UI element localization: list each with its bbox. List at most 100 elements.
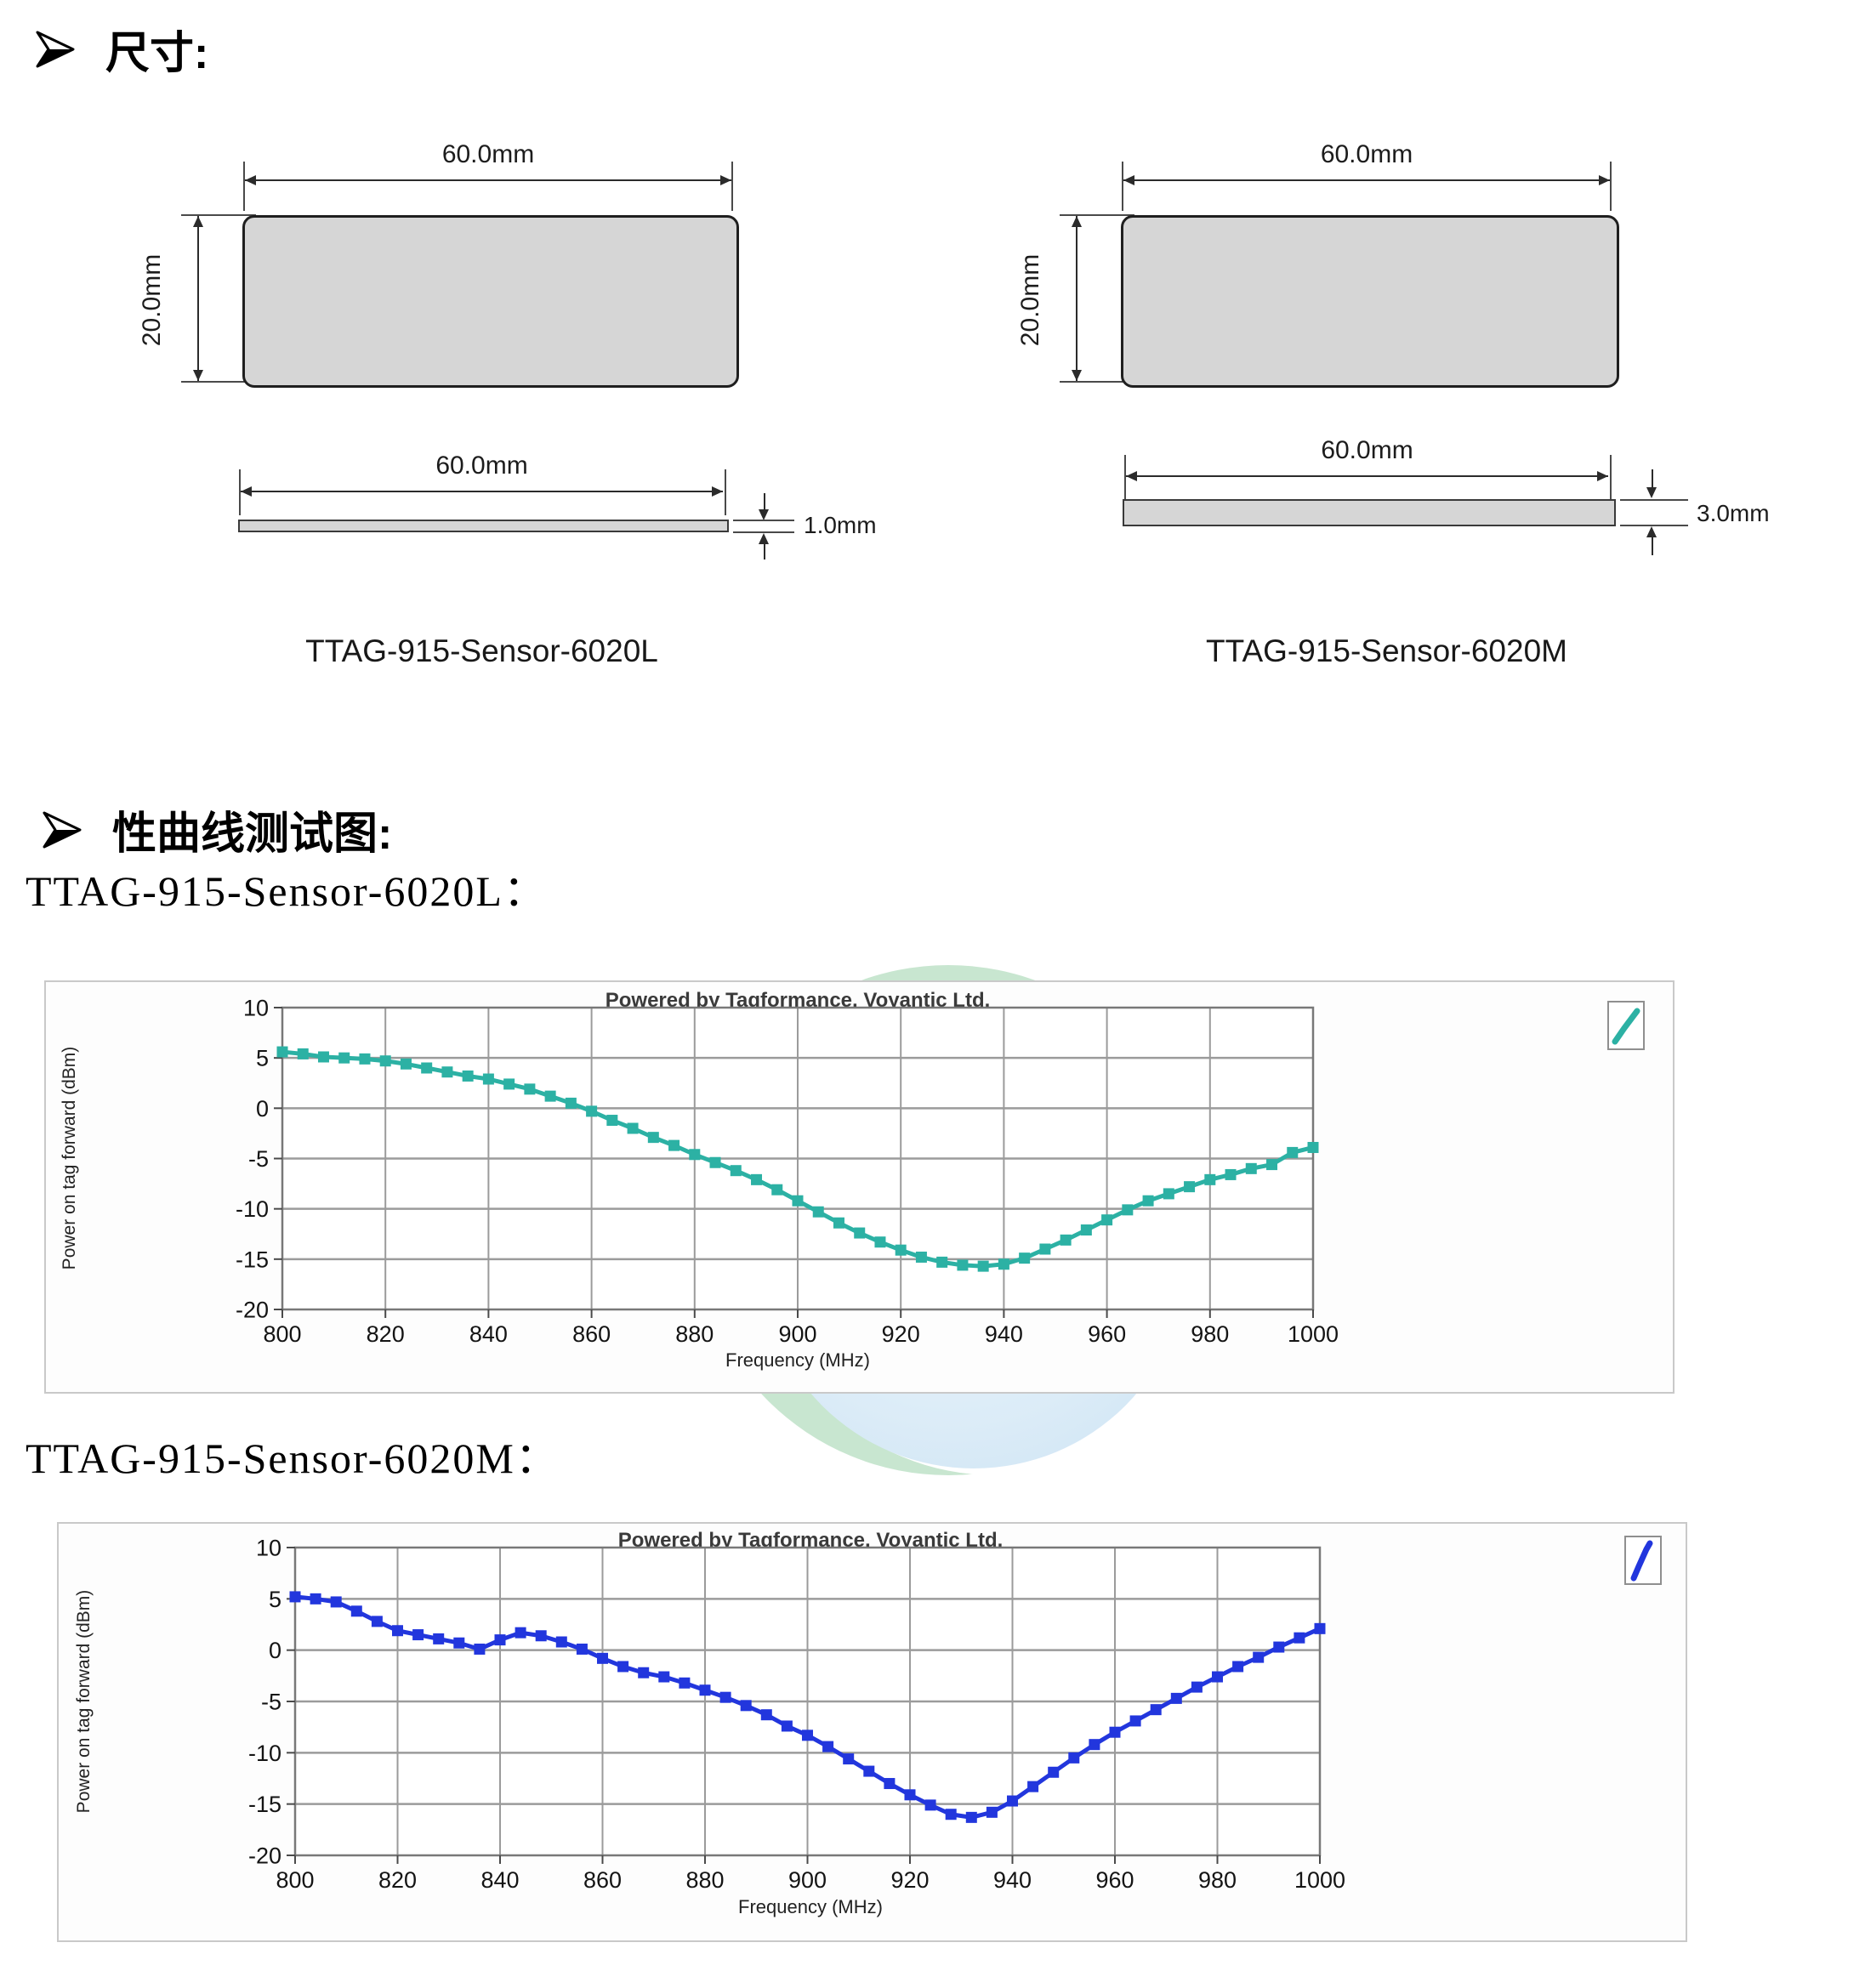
- dim-tick: [1124, 455, 1126, 501]
- arrow-right-icon: [712, 486, 723, 497]
- svg-text:880: 880: [685, 1867, 724, 1893]
- chart-panel-6020M: Powered by Tagformance, Voyantic Ltd. Po…: [57, 1522, 1687, 1942]
- svg-text:920: 920: [882, 1321, 920, 1347]
- arrow-left-icon: [241, 486, 252, 497]
- legend-icon: [1624, 1536, 1662, 1585]
- height-dimension: [1076, 216, 1077, 381]
- thickness-label: 3.0mm: [1697, 500, 1770, 526]
- arrow-down-icon: [759, 509, 769, 520]
- height-dimension: [197, 216, 199, 381]
- svg-text:-10: -10: [236, 1196, 269, 1222]
- svg-text:-20: -20: [236, 1297, 269, 1322]
- height-label: 20.0mm: [138, 253, 166, 347]
- tag-side-view: [238, 520, 729, 532]
- svg-text:5: 5: [269, 1587, 281, 1612]
- svg-text:900: 900: [778, 1321, 816, 1347]
- dim-tick: [731, 162, 733, 211]
- arrow-down-icon: [1072, 370, 1082, 381]
- arrow-up-icon: [1072, 216, 1082, 227]
- dim-tick: [1620, 525, 1688, 526]
- svg-text:960: 960: [1088, 1321, 1126, 1347]
- svg-text:1000: 1000: [1288, 1321, 1339, 1347]
- x-axis-title: Frequency (MHz): [725, 1349, 870, 1371]
- chart-plot-6020M: 800 820 840 860 880 900 920 940 960 980 1000 10 5 0 -5…: [248, 1535, 1345, 1893]
- svg-text:-5: -5: [248, 1146, 269, 1172]
- side-width-dimension: [241, 491, 723, 492]
- dim-tick: [733, 531, 794, 533]
- x-axis-title: Frequency (MHz): [738, 1896, 883, 1917]
- thickness-dimension: [1652, 537, 1653, 555]
- section-title: 性曲线测试图:: [112, 809, 393, 859]
- tag-side-view: [1123, 499, 1616, 526]
- width-label: 60.0mm: [1320, 140, 1413, 168]
- dim-tick: [1620, 499, 1688, 501]
- top-width-dimension: [1123, 179, 1610, 181]
- svg-text:-5: -5: [261, 1689, 281, 1714]
- dim-tick: [1060, 381, 1134, 383]
- thickness-dimension: [764, 542, 765, 559]
- legend-icon: [1607, 1001, 1645, 1050]
- thickness-dimension: [764, 493, 765, 510]
- svg-text:800: 800: [263, 1321, 301, 1347]
- chart-panel-6020L: Powered by Tagformance, Voyantic Ltd. Po…: [44, 980, 1675, 1394]
- svg-text:1000: 1000: [1294, 1867, 1345, 1893]
- svg-text:10: 10: [256, 1535, 281, 1560]
- arrow-left-icon: [245, 175, 256, 185]
- arrow-up-icon: [1646, 526, 1657, 537]
- arrow-left-icon: [1123, 175, 1134, 185]
- svg-text:-15: -15: [248, 1792, 281, 1817]
- dim-tick: [243, 162, 245, 211]
- legend-curve-glyph: [1630, 1540, 1653, 1582]
- svg-text:860: 860: [572, 1321, 611, 1347]
- dim-tick: [1610, 455, 1612, 501]
- side-width-label: 60.0mm: [1321, 436, 1413, 464]
- svg-text:10: 10: [243, 995, 269, 1020]
- svg-text:980: 980: [1198, 1867, 1237, 1893]
- svg-text:860: 860: [583, 1867, 622, 1893]
- arrow-bullet-icon: [43, 811, 82, 848]
- dim-tick: [1610, 162, 1612, 211]
- arrow-down-icon: [193, 370, 203, 381]
- svg-text:-15: -15: [236, 1247, 269, 1272]
- chart-plot-6020L: 800 820 840 860 880 900 920 940 960 980 1000 10 5 0 -5…: [236, 995, 1339, 1347]
- tag-top-view: [1121, 215, 1619, 388]
- width-label: 60.0mm: [441, 140, 535, 168]
- dim-tick: [1122, 162, 1123, 211]
- thickness-label: 1.0mm: [804, 512, 877, 538]
- arrow-left-icon: [1126, 471, 1137, 481]
- arrow-right-icon: [720, 175, 731, 185]
- diagram-caption: TTAG-915-Sensor-6020L: [305, 633, 658, 668]
- diagram-caption: TTAG-915-Sensor-6020M: [1206, 633, 1567, 668]
- side-width-label: 60.0mm: [435, 452, 528, 480]
- arrow-right-icon: [1599, 175, 1610, 185]
- svg-text:840: 840: [469, 1321, 508, 1347]
- legend-curve-glyph: [1612, 1008, 1640, 1045]
- svg-text:5: 5: [256, 1046, 269, 1071]
- arrow-down-icon: [1646, 487, 1657, 498]
- arrow-up-icon: [193, 216, 203, 227]
- svg-text:880: 880: [675, 1321, 714, 1347]
- svg-text:840: 840: [480, 1867, 519, 1893]
- height-label: 20.0mm: [1016, 253, 1044, 347]
- section-title: 尺寸:: [105, 29, 209, 78]
- dim-tick: [725, 469, 726, 515]
- svg-text:920: 920: [890, 1867, 929, 1893]
- dim-tick: [181, 381, 256, 383]
- svg-text:0: 0: [269, 1638, 281, 1663]
- svg-text:820: 820: [367, 1321, 405, 1347]
- svg-text:960: 960: [1095, 1867, 1134, 1893]
- svg-text:980: 980: [1191, 1321, 1229, 1347]
- side-width-dimension: [1126, 475, 1608, 477]
- chart2-product-label: TTAG-915-Sensor-6020M：: [26, 1434, 560, 1482]
- top-width-dimension: [245, 179, 731, 181]
- thickness-dimension: [1652, 469, 1653, 488]
- svg-text:900: 900: [788, 1867, 827, 1893]
- svg-text:0: 0: [256, 1096, 269, 1122]
- section-dimensions-header: 尺寸:: [34, 17, 208, 81]
- chart1-product-label: TTAG-915-Sensor-6020L：: [26, 867, 548, 915]
- svg-text:940: 940: [993, 1867, 1032, 1893]
- svg-text:-10: -10: [248, 1741, 281, 1766]
- tag-top-view: [242, 215, 739, 388]
- arrow-right-icon: [1597, 471, 1608, 481]
